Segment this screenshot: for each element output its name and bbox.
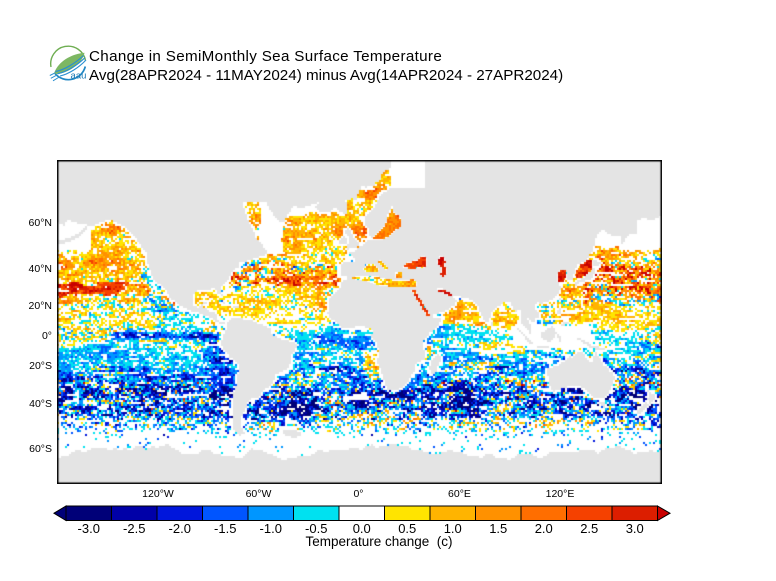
svg-text:aau: aau bbox=[71, 71, 87, 82]
